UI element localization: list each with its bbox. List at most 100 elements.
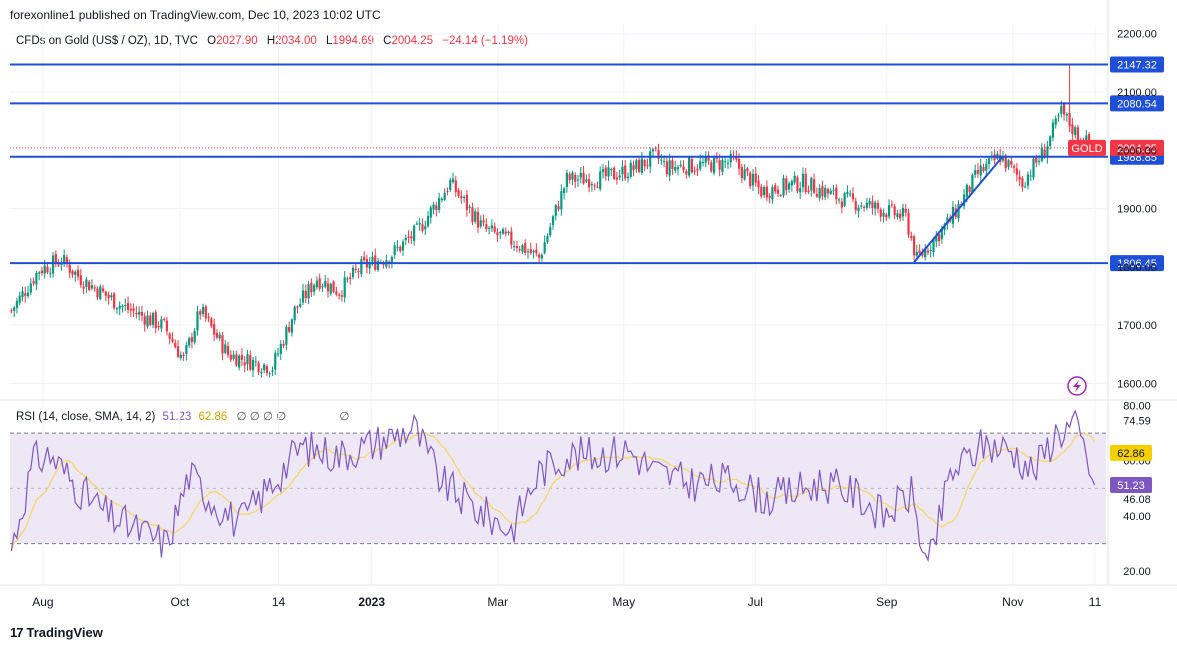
candle-body [460,196,463,199]
candle-body [829,190,832,194]
candle-body [1062,103,1066,115]
rsi-legend: RSI (14, close, SMA, 14, 2) 51.23 62.86 … [16,409,349,423]
rsi-title[interactable]: RSI (14, close, SMA, 14, 2) [16,411,156,423]
candle-body [154,312,157,328]
publish-info: forexonline1 published on TradingView.co… [10,8,381,22]
level-label: 1806.45 [1117,258,1157,270]
candle-body [757,180,760,188]
candle-body [710,162,713,172]
candle-body [338,294,341,296]
candle-body [854,201,857,211]
candle-body [810,177,813,191]
candle-body [182,354,185,357]
candle-body [215,332,219,338]
candle-body [307,284,310,299]
candle-body [926,250,930,253]
candle-body [213,324,216,335]
rsi-value-tag [1110,476,1152,493]
level-tag [1110,95,1164,112]
candle-body [626,176,630,179]
candle-body [46,266,49,273]
candle-body [329,283,332,294]
candle-body [510,231,513,245]
candle-body [871,201,874,208]
candle-body [354,268,357,270]
candle-body [238,355,241,368]
candle-body [560,191,563,210]
candle-body [621,166,624,175]
candle-body [524,242,527,254]
candle-body [438,198,441,210]
candle-body [832,189,835,191]
price-tick-label: 1700.00 [1117,320,1157,332]
candle-body [968,186,971,192]
candle-body [1032,159,1035,178]
candle-body [99,286,102,300]
candle-body [363,256,366,261]
rsi-tick-label: 46.08 [1123,494,1151,506]
candle-body [126,302,130,310]
candle-body [57,264,60,266]
candle-body [201,306,205,314]
close-value: 2004.25 [391,35,434,47]
candle-body [451,178,455,183]
candle-body [485,224,488,230]
candle-body [554,205,557,216]
candle-body [351,267,355,278]
candle-body [785,178,788,191]
candle-body [643,159,646,167]
candle-body [615,177,618,180]
candle-body [776,189,780,194]
candle-body [188,338,191,346]
candle-body [665,161,668,175]
price-tick-label: 1800.00 [1117,262,1157,274]
candle-body [88,281,91,290]
candle-body [779,195,782,197]
candle-body [446,190,449,192]
candle-body [726,162,730,164]
candle-body [976,169,980,174]
symbol-title[interactable]: CFDs on Gold (US$ / OZ), 1D, TVC [16,35,198,47]
trendline [913,155,1004,263]
candle-body [940,228,943,240]
candle-body [899,213,902,219]
candle-body [826,188,830,194]
candle-body [79,275,82,286]
level-tag [1110,255,1164,272]
candle-body [93,287,96,289]
candle-body [321,286,324,288]
candle-body [176,346,180,357]
candle-body [771,187,774,200]
candle-body [629,162,632,177]
candle-body [440,198,444,201]
candle-body [910,235,913,239]
candle-body [224,344,227,353]
candle-body [390,256,394,264]
rsi-panel [10,409,1106,563]
candle-body [318,278,321,289]
tradingview-footer[interactable]: 17 TradingView [10,625,103,640]
open-label: O [207,35,217,47]
candle-body [299,303,302,307]
candle-body [435,205,438,210]
candle-body [551,216,555,226]
candle-body [743,169,746,180]
candle-body [482,220,485,223]
candle-body [488,227,491,229]
candle-body [737,158,741,169]
last-price-label: 2004.25 [1117,143,1157,155]
candle-body [407,236,410,238]
candle-body [860,205,863,207]
candle-body [549,227,552,236]
candle-body [546,235,549,242]
close-label: C [383,35,392,47]
candle-body [121,306,124,308]
candle-body [71,270,74,275]
candle-body [1024,186,1027,188]
candle-body [571,172,574,180]
candle-body [565,172,568,188]
empty-mark: ∅ [339,411,350,423]
candle-body [635,160,638,169]
candle-body [96,288,99,298]
